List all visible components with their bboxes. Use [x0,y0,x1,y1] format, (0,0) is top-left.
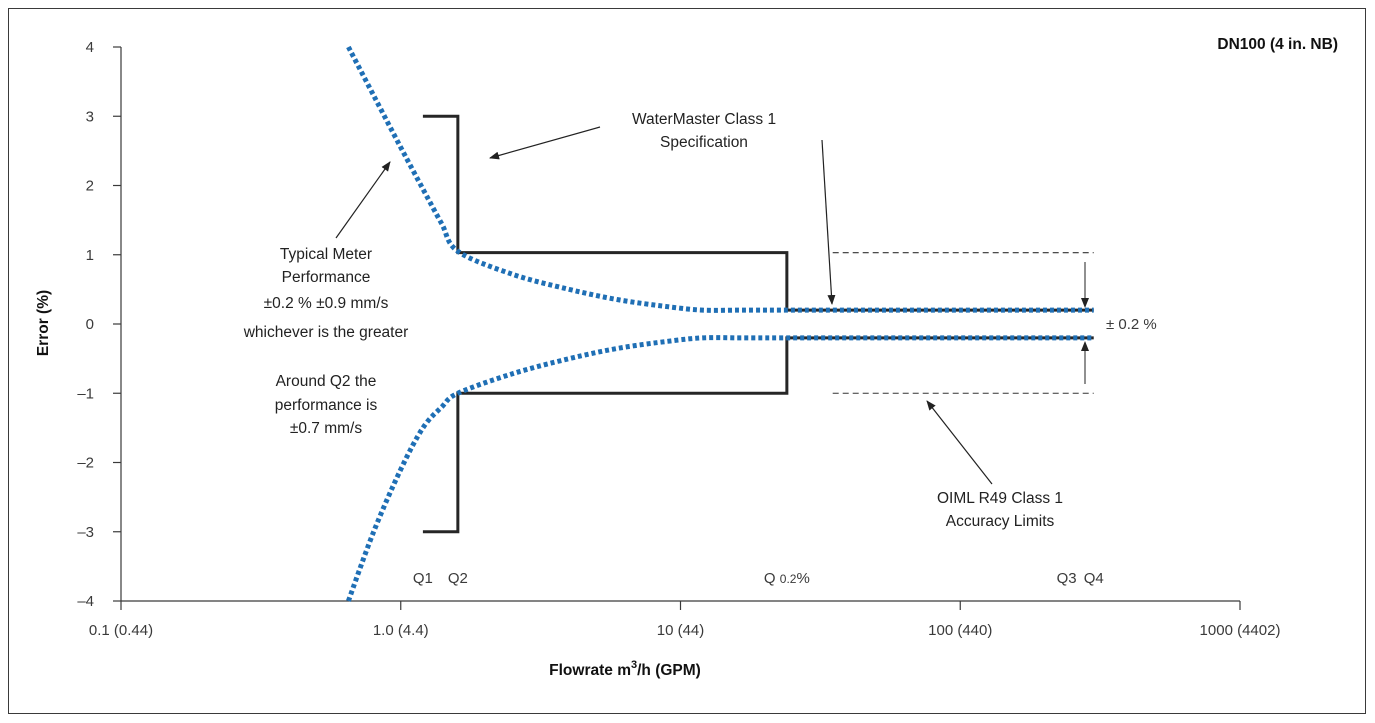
q-marker-label: Q1 [413,570,433,587]
typical-arrow [335,161,391,239]
spec-arrow-left [489,126,601,160]
y-axis-title: Error (%) [35,290,52,356]
y-tick-label: –4 [77,593,94,610]
typical-line-3: ±0.2 % ±0.9 mm/s [264,295,389,312]
chart-frame [8,8,1366,714]
typical-annotation: Typical Meter Performance ±0.2 % ±0.9 mm… [243,161,409,341]
q-marker-label: Q 0.2% [764,570,810,587]
pm-annotation: ± 0.2 % [1081,262,1157,384]
x-axis-title-sup: 3 [631,659,637,671]
x-tick-label: 0.1 (0.44) [89,622,153,639]
y-tick-label: 3 [86,108,94,125]
x-axis-title-main: Flowrate m [549,662,631,679]
y-tick-label: 0 [86,316,94,333]
spec-line-2: Specification [660,134,748,151]
plus-minus-label: ± 0.2 % [1106,316,1157,333]
x-tick-label: 100 (440) [928,622,992,639]
around-q2-line-2: performance is [275,397,378,414]
x-axis-title-tail: /h (GPM) [637,662,701,679]
oiml-annotation: OIML R49 Class 1 Accuracy Limits [926,400,1063,530]
spec-limit-series [422,114,1094,312]
y-tick-label: 1 [86,247,94,264]
axes: 4 3 2 1 0 –1 –2 –3 –4 0.1 (0.44) 1.0 (4.4) 10 (44) 1… [77,39,1280,639]
y-tick-label: 2 [86,178,94,195]
y-tick-label: 4 [86,39,94,56]
chart-title: DN100 (4 in. NB) [1217,36,1338,53]
x-axis-title: Flowrate m3/h (GPM) [549,659,701,679]
x-tick-label: 1.0 (4.4) [373,622,429,639]
y-tick-label: –3 [77,524,94,541]
y-tick-label: –1 [77,385,94,402]
oiml-arrow [926,400,993,485]
q-marker-label: Q4 [1084,570,1104,587]
spec-arrow-right [821,139,836,305]
q-marker-label: Q3 [1057,570,1077,587]
typical-performance-series [346,335,1094,602]
typical-line-2: Performance [282,269,371,286]
typical-line-1: Typical Meter [280,246,372,263]
q-marker-label: Q2 [448,570,468,587]
oiml-line-2: Accuracy Limits [946,513,1055,530]
series-layer [346,45,1094,602]
oiml-line-1: OIML R49 Class 1 [937,490,1063,507]
around-q2-line-3: ±0.7 mm/s [290,420,362,437]
q-markers: Q1 Q2 Q 0.2% Q3 Q4 [413,570,1104,587]
typical-line-4: whichever is the greater [243,324,409,341]
x-tick-label: 1000 (4402) [1200,622,1281,639]
around-q2-line-1: Around Q2 the [276,373,377,390]
y-tick-label: –2 [77,455,94,472]
spec-annotation: WaterMaster Class 1 Specification [489,111,836,305]
spec-line-1: WaterMaster Class 1 [632,111,776,128]
around-q2-annotation: Around Q2 the performance is ±0.7 mm/s [275,373,378,437]
x-tick-label: 10 (44) [657,622,705,639]
typical-performance-series [346,45,1094,313]
